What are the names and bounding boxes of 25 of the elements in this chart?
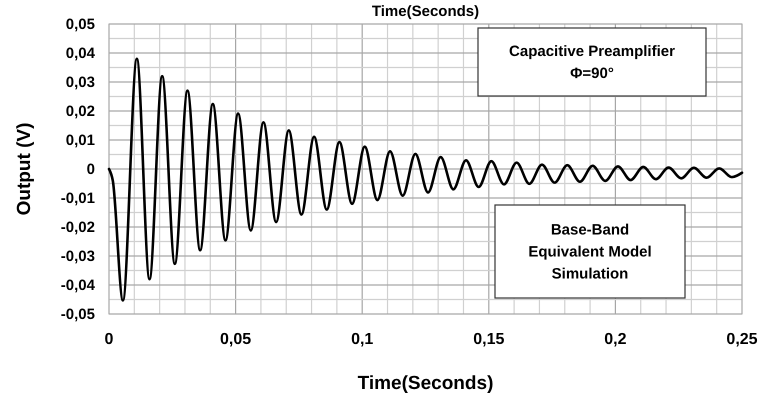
x-tick-label: 0,25 [726,331,758,348]
text-box: Capacitive Preamplifier Φ=90° [477,27,707,97]
line-series [108,58,744,302]
y-tick-label: 0,03 [66,74,95,91]
x-tick-label: 0 [104,331,114,348]
y-axis-title: Output (V) [14,122,35,216]
text-box: Base-Band Equivalent Model Simulation [494,204,686,299]
y-tick-label: -0,01 [60,190,95,207]
y-tick-label: 0 [86,161,95,178]
annotation: Capacitive Preamplifier Φ=90° [509,43,676,82]
y-tick-label: 0,02 [66,103,95,120]
y-tick-label: 0,01 [66,132,95,149]
y-tick-label: -0,02 [60,219,95,236]
x-axis-title: Time(Seconds) [358,373,494,394]
x-tick-label: 0,1 [351,331,374,348]
x-tick-label: 0,15 [473,331,504,348]
y-tick-label: 0,04 [66,45,96,62]
chart-title: Time(Seconds) [372,3,480,20]
x-tick-label: 0,2 [604,331,627,348]
y-tick-label: -0,03 [60,248,95,265]
y-tick-label: -0,04 [60,277,96,294]
x-tick-label: 0,05 [220,331,252,348]
y-tick-label: 0,05 [66,16,95,33]
annotation: Base-Band Equivalent Model Simulation [528,222,652,282]
y-tick-label: -0,05 [60,306,95,323]
